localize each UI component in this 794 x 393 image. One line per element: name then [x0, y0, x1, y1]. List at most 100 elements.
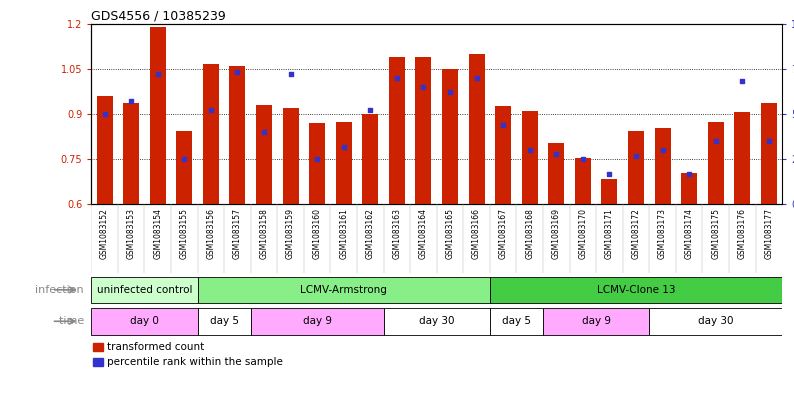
Bar — [309, 123, 325, 204]
Bar — [176, 130, 192, 204]
Text: LCMV-Clone 13: LCMV-Clone 13 — [597, 285, 675, 295]
Bar — [256, 105, 272, 204]
Bar — [707, 121, 723, 204]
Bar — [203, 64, 219, 204]
Point — [98, 111, 111, 117]
Text: GSM1083177: GSM1083177 — [765, 208, 773, 259]
Bar — [761, 103, 777, 204]
Point — [550, 151, 563, 157]
Point — [630, 152, 642, 159]
Bar — [251, 308, 384, 334]
Point — [736, 78, 749, 84]
Text: GSM1083173: GSM1083173 — [658, 208, 667, 259]
Point — [656, 147, 669, 153]
Point — [762, 138, 775, 144]
Text: GSM1083174: GSM1083174 — [684, 208, 694, 259]
Text: uninfected control: uninfected control — [97, 285, 192, 295]
Text: GSM1083170: GSM1083170 — [578, 208, 588, 259]
Bar — [198, 308, 251, 334]
Text: GSM1083154: GSM1083154 — [153, 208, 162, 259]
Text: GSM1083171: GSM1083171 — [605, 208, 614, 259]
Bar — [628, 130, 644, 204]
Bar — [681, 173, 697, 204]
Point — [257, 129, 270, 135]
Text: GSM1083156: GSM1083156 — [206, 208, 215, 259]
Point — [152, 71, 164, 77]
Point — [497, 122, 510, 128]
Point — [683, 171, 696, 177]
Point — [470, 75, 483, 81]
Point — [284, 71, 297, 77]
Text: day 5: day 5 — [502, 316, 531, 326]
Point — [576, 156, 589, 162]
Text: GDS4556 / 10385239: GDS4556 / 10385239 — [91, 9, 226, 22]
Text: day 9: day 9 — [582, 316, 611, 326]
Text: GSM1083160: GSM1083160 — [313, 208, 322, 259]
Point — [603, 171, 616, 177]
Text: GSM1083167: GSM1083167 — [499, 208, 507, 259]
Bar — [283, 108, 299, 204]
Text: GSM1083162: GSM1083162 — [366, 208, 375, 259]
Point — [125, 98, 137, 105]
Text: day 30: day 30 — [698, 316, 734, 326]
Bar — [336, 121, 352, 204]
Text: GSM1083176: GSM1083176 — [738, 208, 746, 259]
Bar — [91, 308, 198, 334]
Bar — [94, 358, 103, 365]
Bar — [415, 57, 431, 204]
Text: time: time — [59, 316, 87, 326]
Text: GSM1083152: GSM1083152 — [100, 208, 109, 259]
Point — [391, 75, 403, 81]
Bar — [389, 57, 405, 204]
Point — [205, 107, 218, 114]
Text: GSM1083155: GSM1083155 — [179, 208, 189, 259]
Bar — [490, 308, 543, 334]
Bar — [575, 158, 591, 204]
Text: GSM1083163: GSM1083163 — [392, 208, 401, 259]
Bar — [384, 308, 490, 334]
Point — [444, 89, 457, 95]
Text: transformed count: transformed count — [107, 342, 204, 352]
Text: day 9: day 9 — [303, 316, 332, 326]
Bar — [198, 277, 490, 303]
Bar — [649, 308, 782, 334]
Point — [310, 156, 323, 162]
Bar — [734, 112, 750, 204]
Text: infection: infection — [35, 285, 87, 295]
Point — [523, 147, 536, 153]
Text: GSM1083169: GSM1083169 — [552, 208, 561, 259]
Text: GSM1083153: GSM1083153 — [127, 208, 136, 259]
Text: day 5: day 5 — [210, 316, 239, 326]
Text: GSM1083159: GSM1083159 — [286, 208, 295, 259]
Point — [417, 84, 430, 90]
Text: day 30: day 30 — [419, 316, 454, 326]
Bar — [654, 127, 670, 204]
Text: percentile rank within the sample: percentile rank within the sample — [107, 357, 283, 367]
Text: GSM1083158: GSM1083158 — [260, 208, 268, 259]
Bar — [495, 107, 511, 204]
Text: GSM1083157: GSM1083157 — [233, 208, 242, 259]
Text: day 0: day 0 — [130, 316, 159, 326]
Bar — [490, 277, 782, 303]
Bar — [601, 179, 618, 204]
Text: LCMV-Armstrong: LCMV-Armstrong — [300, 285, 387, 295]
Bar — [543, 308, 649, 334]
Text: GSM1083166: GSM1083166 — [472, 208, 481, 259]
Bar — [94, 343, 103, 351]
Bar — [522, 111, 538, 204]
Text: GSM1083172: GSM1083172 — [631, 208, 641, 259]
Text: GSM1083168: GSM1083168 — [525, 208, 534, 259]
Bar — [549, 143, 565, 204]
Point — [364, 107, 376, 114]
Text: GSM1083164: GSM1083164 — [419, 208, 428, 259]
Point — [337, 143, 350, 150]
Bar — [97, 96, 113, 204]
Bar — [229, 66, 245, 204]
Bar — [442, 69, 458, 204]
Point — [178, 156, 191, 162]
Text: GSM1083165: GSM1083165 — [445, 208, 454, 259]
Text: GSM1083175: GSM1083175 — [711, 208, 720, 259]
Bar — [362, 114, 378, 204]
Bar — [468, 54, 484, 204]
Point — [709, 138, 722, 144]
